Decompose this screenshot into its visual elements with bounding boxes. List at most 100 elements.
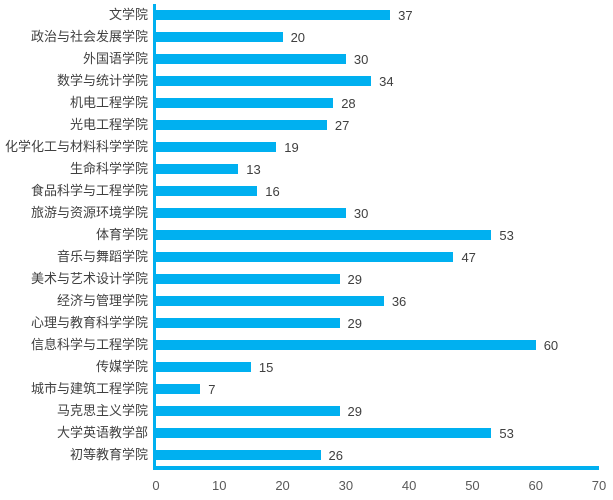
y-axis-line-segment — [153, 334, 156, 356]
category-label: 光电工程学院 — [69, 117, 148, 132]
bar-row: 食品科学与工程学院 16 — [0, 180, 613, 202]
value-label: 20 — [290, 29, 306, 45]
category-label: 初等教育学院 — [69, 447, 148, 462]
value-label: 29 — [347, 315, 362, 331]
bar-zone: 53 — [156, 426, 599, 441]
bar-zone: 30 — [156, 206, 599, 221]
category-label: 心理与教育科学学院 — [30, 315, 148, 330]
bar — [156, 428, 492, 438]
bar-zone: 30 — [156, 52, 599, 67]
bar-zone: 19 — [156, 140, 599, 155]
y-axis-line-segment — [153, 4, 156, 26]
bar — [156, 186, 258, 196]
x-tick-label: 20 — [275, 478, 290, 493]
category-label: 机电工程学院 — [69, 95, 148, 110]
x-axis-line — [153, 466, 599, 470]
bar-row: 初等教育学院 26 — [0, 444, 613, 466]
value-label: 29 — [347, 403, 362, 419]
y-axis-line-segment — [153, 290, 156, 312]
bar-zone: 60 — [156, 338, 599, 353]
y-axis-line-segment — [153, 246, 156, 268]
category-label: 食品科学与工程学院 — [30, 183, 148, 198]
x-axis-tick-labels: 0 10 20 30 40 50 60 70 — [152, 478, 606, 494]
category-label: 化学化工与材料科学学院 — [4, 139, 148, 154]
bar — [156, 252, 454, 262]
bar-row: 心理与教育科学学院 29 — [0, 312, 613, 334]
y-axis-line-segment — [153, 26, 156, 48]
category-label: 旅游与资源环境学院 — [30, 205, 148, 220]
category-label: 外国语学院 — [82, 51, 148, 66]
bar-row: 旅游与资源环境学院 30 — [0, 202, 613, 224]
category-label: 数学与统计学院 — [56, 73, 148, 88]
value-label: 15 — [258, 359, 274, 375]
value-label: 28 — [341, 95, 356, 111]
bar-zone: 26 — [156, 448, 599, 463]
value-label: 27 — [334, 117, 350, 133]
bar-row: 经济与管理学院 36 — [0, 290, 613, 312]
bar-zone: 7 — [156, 382, 599, 397]
value-label: 47 — [461, 249, 476, 265]
bar-zone: 29 — [156, 404, 599, 419]
category-label: 生命科学学院 — [69, 161, 148, 176]
bar — [156, 76, 372, 86]
bar-row: 文学院 37 — [0, 4, 613, 26]
bar-zone: 34 — [156, 74, 599, 89]
y-axis-line-segment — [153, 70, 156, 92]
y-axis-line-segment — [153, 48, 156, 70]
category-label: 经济与管理学院 — [56, 293, 148, 308]
bar-zone: 37 — [156, 8, 599, 23]
bar — [156, 318, 340, 328]
y-axis-line-segment — [153, 378, 156, 400]
y-axis-line-segment — [153, 202, 156, 224]
bar-row: 外国语学院 30 — [0, 48, 613, 70]
y-axis-line-segment — [153, 180, 156, 202]
x-tick-label: 70 — [591, 478, 607, 493]
bar-row: 马克思主义学院 29 — [0, 400, 613, 422]
y-axis-line-segment — [153, 422, 156, 444]
bar — [156, 164, 239, 174]
category-label: 音乐与舞蹈学院 — [56, 249, 148, 264]
bar-zone: 16 — [156, 184, 599, 199]
value-label: 13 — [246, 161, 261, 177]
category-label: 城市与建筑工程学院 — [30, 381, 148, 396]
value-label: 36 — [391, 293, 407, 309]
category-label: 体育学院 — [95, 227, 148, 242]
bar — [156, 32, 283, 42]
bar-zone: 28 — [156, 96, 599, 111]
bar-zone: 20 — [156, 30, 599, 45]
category-label: 文学院 — [108, 7, 148, 22]
bar — [156, 384, 201, 394]
bar-zone: 29 — [156, 316, 599, 331]
bar-zone: 27 — [156, 118, 599, 133]
bar-zone: 29 — [156, 272, 599, 287]
bar-row: 信息科学与工程学院 60 — [0, 334, 613, 356]
x-tick-label: 30 — [338, 478, 354, 493]
category-label: 传媒学院 — [95, 359, 148, 374]
category-label: 政治与社会发展学院 — [30, 29, 148, 44]
x-tick-label: 0 — [152, 478, 160, 493]
bar — [156, 54, 346, 64]
y-axis-line-segment — [153, 114, 156, 136]
value-label: 34 — [379, 73, 394, 89]
bar-zone: 13 — [156, 162, 599, 177]
value-label: 26 — [328, 447, 343, 463]
value-label: 19 — [284, 139, 299, 155]
value-label: 7 — [208, 381, 216, 397]
bar-row: 传媒学院 15 — [0, 356, 613, 378]
bar-zone: 47 — [156, 250, 599, 265]
bar — [156, 120, 327, 130]
bar-row: 机电工程学院 28 — [0, 92, 613, 114]
x-tick-label: 60 — [528, 478, 543, 493]
bar — [156, 142, 277, 152]
value-label: 16 — [265, 183, 280, 199]
y-axis-line-segment — [153, 312, 156, 334]
bar-row: 大学英语教学部 53 — [0, 422, 613, 444]
bar — [156, 340, 536, 350]
bar-row: 政治与社会发展学院 20 — [0, 26, 613, 48]
bar — [156, 450, 321, 460]
bar-zone: 53 — [156, 228, 599, 243]
category-label: 信息科学与工程学院 — [30, 337, 148, 352]
bar — [156, 98, 334, 108]
x-tick-label: 50 — [465, 478, 480, 493]
